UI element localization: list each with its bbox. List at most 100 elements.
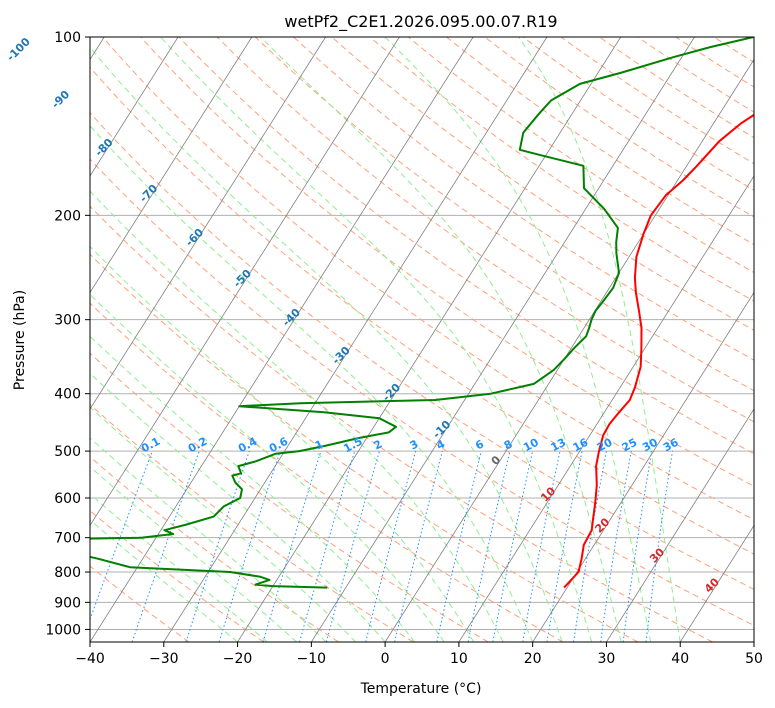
isotherm-13 <box>310 37 695 642</box>
mixing-ratio-label-11: 10 <box>521 436 541 455</box>
dry-adiabat-8 <box>90 158 754 627</box>
dewpoint-profile <box>90 37 754 589</box>
isotherm-9 <box>90 37 400 527</box>
isotherm-label-13: 30 <box>647 545 667 565</box>
dry-adiabat-27 <box>713 37 754 63</box>
dry-adiabat-23 <box>560 37 754 165</box>
isotherm-label-14: 40 <box>702 575 722 595</box>
mixing-ratio-line-14 <box>573 451 607 642</box>
isotherm-label-7: -30 <box>330 344 353 367</box>
isotherm-label-2: -80 <box>92 136 115 159</box>
isotherm-12 <box>237 37 622 642</box>
moist-adiabat-6 <box>90 335 415 642</box>
isotherm-label-9: -10 <box>430 418 453 441</box>
y-tick-label-1: 200 <box>54 208 81 224</box>
isotherm-14 <box>384 58 754 642</box>
mixing-ratio-label-9: 6 <box>473 437 486 452</box>
dry-adiabat-6 <box>90 253 639 642</box>
y-tick-label-5: 600 <box>54 491 81 507</box>
dry-adiabat-26 <box>675 37 754 88</box>
mixing-ratio-label-14: 20 <box>595 435 615 454</box>
mixing-ratio-label-16: 30 <box>640 436 660 455</box>
moist-adiabat-11 <box>90 46 563 642</box>
isotherm-label-1: -90 <box>49 88 72 111</box>
background-lines <box>90 37 754 642</box>
axes: −40 −30 −20 −10 0 10 20 30 40 5010020030040050060… <box>45 30 763 667</box>
dry-adiabat-22 <box>522 37 754 191</box>
profiles <box>90 37 754 589</box>
x-tick-label-0: −40 <box>75 651 105 667</box>
x-tick-label-1: −30 <box>149 651 179 667</box>
isotherm-label-12: 20 <box>592 515 612 535</box>
isotherm-label-5: -50 <box>231 267 254 290</box>
isotherm-label-3: -70 <box>137 182 160 205</box>
moist-adiabat-10 <box>90 125 534 642</box>
mixing-ratio-label-0: 0.1 <box>139 435 162 456</box>
mixing-ratio-line-1 <box>131 450 200 642</box>
isotherm-16 <box>532 291 754 642</box>
y-tick-label-8: 900 <box>54 595 81 611</box>
dry-adiabat-0 <box>90 565 190 642</box>
x-tick-label-6: 20 <box>524 651 542 667</box>
x-tick-label-5: 10 <box>450 651 468 667</box>
x-tick-label-2: −20 <box>223 651 253 667</box>
temperature-profile <box>563 113 754 589</box>
moist-adiabat-0 <box>90 519 238 642</box>
moist-adiabat-2 <box>90 466 297 642</box>
mixing-ratio-line-16 <box>622 451 653 642</box>
mixing-ratio-line-7 <box>365 450 417 642</box>
dry-adiabat-14 <box>216 37 754 423</box>
dry-adiabat-5 <box>90 302 564 642</box>
mixing-ratio-line-10 <box>467 450 511 642</box>
dry-adiabat-11 <box>102 37 754 521</box>
mixing-ratio-line-17 <box>645 451 673 642</box>
moist-adiabat-12 <box>160 37 593 642</box>
dry-adiabat-4 <box>90 352 489 642</box>
mixing-ratio-line-15 <box>600 451 632 642</box>
isotherm-label-10: 0 <box>489 453 504 468</box>
dry-adiabat-17 <box>331 37 754 331</box>
dry-adiabat-19 <box>407 37 754 274</box>
mixing-ratio-line-12 <box>522 450 561 642</box>
dry-adiabat-16 <box>293 37 754 361</box>
dry-adiabat-24 <box>599 37 754 139</box>
mixing-ratio-line-5 <box>299 450 356 642</box>
dry-adiabat-1 <box>90 510 265 642</box>
dry-adiabat-20 <box>446 37 754 246</box>
x-tick-label-9: 50 <box>745 651 763 667</box>
y-axis-label: Pressure (hPa) <box>12 290 28 390</box>
y-tick-label-2: 300 <box>54 313 81 329</box>
mixing-ratio-label-12: 13 <box>549 436 569 455</box>
y-tick-label-7: 800 <box>54 565 81 581</box>
isotherm-15 <box>458 175 754 642</box>
mixing-ratio-line-6 <box>325 450 380 642</box>
mixing-ratio-line-9 <box>436 450 482 642</box>
isotherm-7 <box>90 37 253 294</box>
x-tick-label-4: 0 <box>381 651 390 667</box>
x-tick-label-8: 40 <box>671 651 689 667</box>
mixing-ratio-line-11 <box>492 450 534 642</box>
isotherm-18 <box>679 524 754 642</box>
moist-adiabat-8 <box>90 245 475 642</box>
x-tick-label-7: 30 <box>598 651 616 667</box>
mixing-ratio-label-6: 2 <box>371 437 384 452</box>
isotherm-6 <box>90 37 179 177</box>
dry-adiabat-2 <box>90 456 339 642</box>
isotherm-19 <box>753 641 754 642</box>
isotherm-10 <box>90 37 474 642</box>
isotherm-8 <box>90 37 326 410</box>
x-axis-label: Temperature (°C) <box>360 681 482 697</box>
moist-adiabat-7 <box>90 293 445 642</box>
isotherm-label-11: 10 <box>538 484 558 504</box>
mixing-ratio-label-7: 3 <box>408 437 421 452</box>
moist-adiabat-1 <box>90 493 268 642</box>
mixing-ratio-line-4 <box>262 450 322 642</box>
y-tick-label-3: 400 <box>54 387 81 403</box>
mixing-ratio-line-8 <box>394 450 443 642</box>
moist-adiabat-15 <box>518 37 681 642</box>
isotherm-label-4: -60 <box>183 226 206 249</box>
moist-adiabat-9 <box>90 190 504 642</box>
mixing-ratio-line-2 <box>185 450 250 642</box>
plot-frame <box>89 36 755 643</box>
